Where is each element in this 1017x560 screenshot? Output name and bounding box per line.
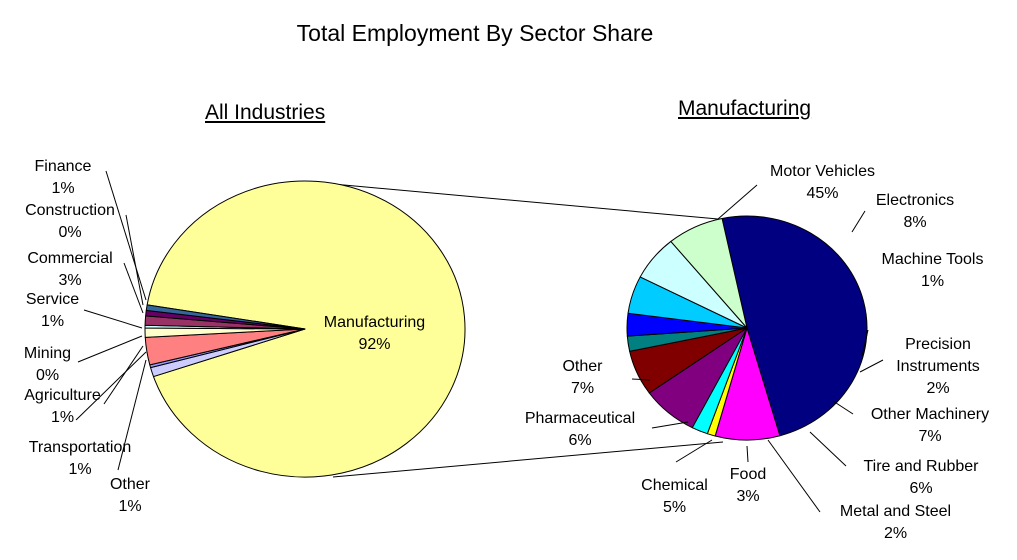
all-industries-label-commercial: Commercial 3%	[10, 248, 130, 292]
slice-percent: 1%	[68, 461, 92, 478]
manufacturing-leader-line	[675, 439, 713, 463]
manufacturing-leader-line	[809, 431, 847, 467]
slice-name: Service	[25, 291, 80, 308]
manufacturing-leader-line	[651, 421, 689, 429]
manufacturing-label-food: Food 3%	[718, 464, 778, 508]
slice-percent: 1%	[40, 313, 65, 330]
manufacturing-leader-line	[631, 378, 651, 381]
manufacturing-label-other-machinery: Other Machinery 7%	[855, 404, 1005, 448]
slice-name: Pharmaceutical	[524, 410, 636, 427]
slice-name: Electronics	[875, 192, 955, 209]
slice-name: Chemical	[641, 477, 708, 494]
slice-percent: 45%	[806, 185, 839, 202]
left-pie-title: All Industries	[205, 101, 326, 124]
slice-name: Other	[109, 476, 150, 493]
all-industries-label-agriculture: Agriculture 1%	[10, 385, 115, 429]
all-industries-leader-line	[105, 170, 147, 301]
all-industries-leader-line	[117, 359, 147, 471]
all-industries-label-other: Other 1%	[95, 474, 165, 518]
slice-name: Agriculture	[24, 387, 101, 404]
all-industries-leader-line	[103, 345, 144, 405]
manufacturing-label-pharmaceutical: Pharmaceutical 6%	[510, 408, 650, 452]
all-industries-label-manufacturing: Manufacturing 92%	[312, 312, 437, 356]
slice-name: Other Machinery	[870, 406, 990, 423]
slice-name: Mining	[23, 345, 72, 362]
all-industries-leader-line	[123, 262, 144, 314]
connector-line	[332, 441, 724, 478]
slice-percent: 7%	[918, 428, 942, 445]
connector-line	[332, 183, 719, 220]
slice-name: Finance	[34, 158, 92, 175]
right-pie-title: Manufacturing	[678, 97, 812, 120]
manufacturing-leader-line	[851, 210, 866, 233]
manufacturing-slice-other	[670, 217, 748, 329]
manufacturing-label-electronics: Electronics 8%	[865, 190, 965, 234]
slice-percent: 1%	[920, 273, 945, 290]
all-industries-slice-other	[145, 304, 306, 330]
all-industries-leader-line	[75, 351, 147, 421]
all-industries-label-construction: Construction 0%	[10, 200, 130, 244]
manufacturing-leader-line	[717, 184, 758, 220]
slice-percent: 5%	[662, 499, 687, 516]
manufacturing-label-metal-and-steel: Metal and Steel 2%	[823, 501, 968, 545]
slice-name: Construction	[25, 202, 115, 219]
all-industries-leader-line	[83, 309, 143, 329]
slice-percent: 2%	[883, 525, 908, 542]
slice-percent: 0%	[58, 224, 82, 241]
slice-percent: 1%	[118, 498, 142, 515]
manufacturing-leader-line	[859, 359, 884, 373]
all-industries-leader-line	[125, 214, 144, 306]
manufacturing-label-other: Other 7%	[555, 356, 610, 400]
manufacturing-label-motor-vehicles: Motor Vehicles 45%	[755, 161, 890, 205]
slice-percent: 0%	[35, 367, 60, 384]
slice-percent: 1%	[51, 180, 75, 197]
manufacturing-label-tire-and-rubber: Tire and Rubber 6%	[846, 456, 996, 500]
manufacturing-label-machine-tools: Machine Tools 1%	[865, 249, 1000, 293]
slice-name: Machine Tools	[881, 251, 984, 268]
manufacturing-leader-line	[767, 439, 821, 513]
manufacturing-leader-line	[746, 445, 749, 463]
manufacturing-label-chemical: Chemical 5%	[632, 475, 717, 519]
all-industries-label-mining: Mining 0%	[10, 343, 85, 387]
slice-percent: 92%	[358, 336, 391, 353]
slice-percent: 6%	[568, 432, 592, 449]
slice-percent: 3%	[736, 488, 760, 505]
slice-name: Commercial	[27, 250, 113, 267]
chart-title: Total Employment By Sector Share	[296, 20, 654, 46]
slice-name: Motor Vehicles	[770, 163, 875, 180]
slice-name: Metal and Steel	[839, 503, 952, 520]
manufacturing-leader-line	[861, 329, 869, 357]
all-industries-label-finance: Finance 1%	[18, 156, 108, 200]
slice-percent: 1%	[50, 409, 75, 426]
all-industries-slice-manufacturing	[146, 180, 466, 478]
manufacturing-leader-line	[832, 400, 854, 415]
slice-percent: 6%	[909, 480, 933, 497]
all-industries-label-transportation: Transportation 1%	[10, 437, 150, 481]
slice-name: Food	[729, 466, 767, 483]
slice-percent: 7%	[570, 380, 595, 397]
slice-name: Manufacturing	[323, 314, 426, 331]
manufacturing-label-precision-instruments: Precision Instruments 2%	[883, 334, 993, 400]
slice-name: Precision Instruments	[896, 336, 980, 375]
all-industries-leader-line	[77, 335, 143, 363]
manufacturing-slice-motor-vehicles	[721, 215, 868, 437]
slice-percent: 8%	[903, 214, 927, 231]
all-industries-label-service: Service 1%	[10, 289, 95, 333]
slice-name: Tire and Rubber	[863, 458, 979, 475]
slice-name: Transportation	[28, 439, 132, 456]
slice-percent: 3%	[58, 272, 82, 289]
slice-name: Other	[562, 358, 603, 375]
slice-percent: 2%	[926, 380, 950, 397]
